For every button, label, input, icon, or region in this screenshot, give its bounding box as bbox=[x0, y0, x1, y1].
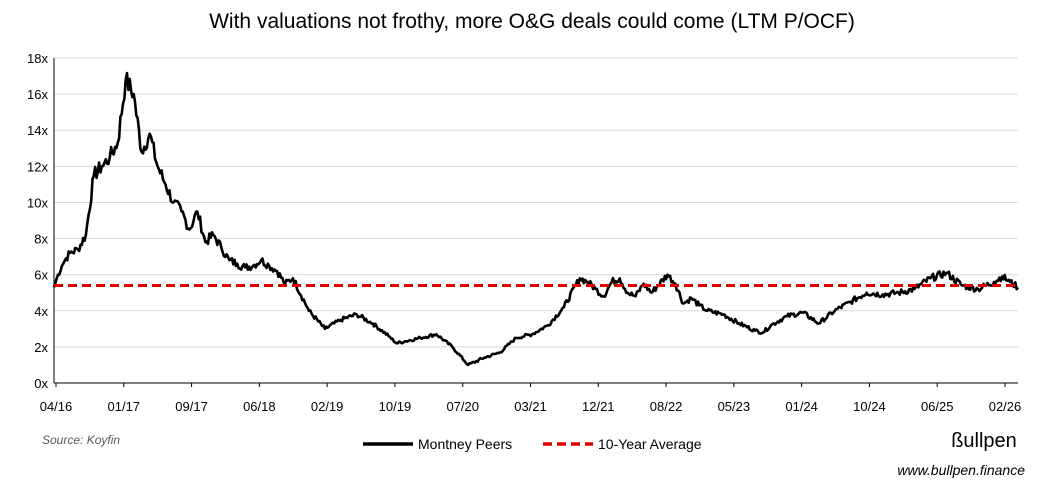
x-tick-label: 06/25 bbox=[921, 399, 954, 414]
website-url: www.bullpen.finance bbox=[897, 462, 1025, 478]
y-tick-label: 10x bbox=[27, 195, 48, 210]
y-tick-label: 14x bbox=[27, 123, 48, 138]
x-tick-label: 10/19 bbox=[379, 399, 412, 414]
y-axis: 0x 2x 4x 6x 8x 10x 12x 14x 16x 18x bbox=[27, 51, 55, 391]
source-note: Source: Koyfin bbox=[42, 433, 120, 447]
x-tick-label: 01/17 bbox=[108, 399, 141, 414]
series-layer bbox=[52, 71, 1020, 367]
series-line-montney-peers bbox=[52, 71, 1020, 367]
x-axis: 04/16 01/17 09/17 06/18 02/19 10/19 07/20 03/21… bbox=[40, 382, 1022, 414]
x-tick-label: 03/21 bbox=[514, 399, 547, 414]
legend-label-montney-peers: Montney Peers bbox=[418, 436, 512, 452]
x-tick-label: 07/20 bbox=[446, 399, 479, 414]
x-tick-label: 01/24 bbox=[785, 399, 818, 414]
x-tick-label: 04/16 bbox=[40, 399, 73, 414]
x-tick-label: 09/17 bbox=[175, 399, 208, 414]
y-tick-label: 0x bbox=[34, 376, 48, 391]
x-tick-label: 06/18 bbox=[243, 399, 276, 414]
y-tick-label: 16x bbox=[27, 87, 48, 102]
y-tick-label: 18x bbox=[27, 51, 48, 66]
chart-title: With valuations not frothy, more O&G dea… bbox=[209, 10, 855, 33]
x-tick-label: 02/26 bbox=[989, 399, 1022, 414]
x-tick-label: 10/24 bbox=[853, 399, 886, 414]
y-tick-label: 8x bbox=[34, 232, 48, 247]
legend: Montney Peers 10-Year Average bbox=[363, 436, 702, 452]
y-tick-label: 12x bbox=[27, 159, 48, 174]
y-tick-label: 2x bbox=[34, 340, 48, 355]
x-tick-label: 05/23 bbox=[718, 399, 751, 414]
legend-label-10-year-average: 10-Year Average bbox=[598, 436, 702, 452]
gridlines bbox=[54, 57, 1018, 348]
x-tick-label: 02/19 bbox=[311, 399, 344, 414]
y-tick-label: 6x bbox=[34, 268, 48, 283]
brand-logo: ßullpen bbox=[951, 430, 1017, 452]
x-tick-label: 12/21 bbox=[582, 399, 615, 414]
x-tick-label: 08/22 bbox=[650, 399, 683, 414]
y-tick-label: 4x bbox=[34, 304, 48, 319]
